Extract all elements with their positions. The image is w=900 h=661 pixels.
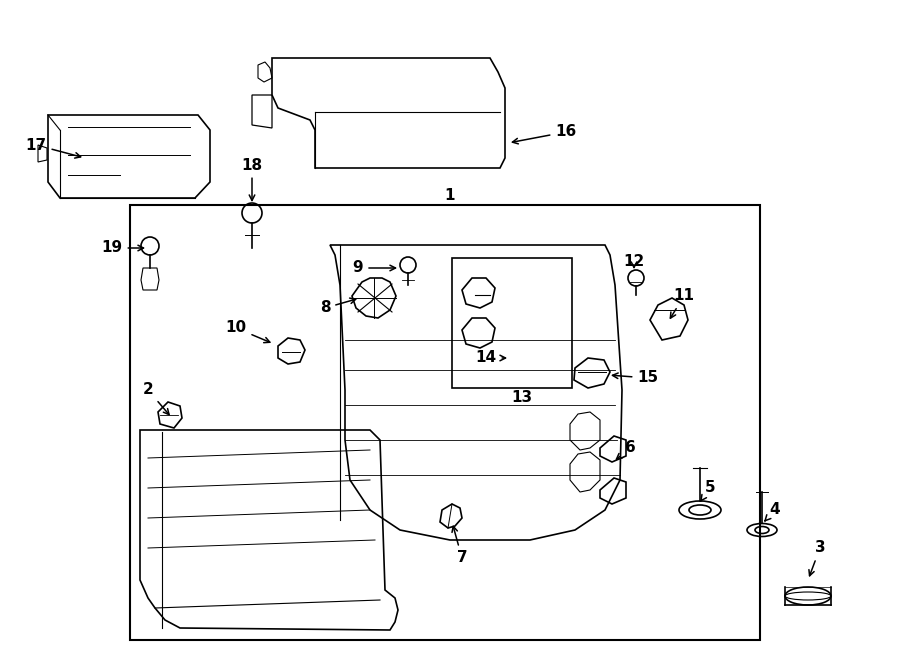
Text: 16: 16 <box>512 124 577 144</box>
Text: 14: 14 <box>475 350 506 366</box>
Text: 6: 6 <box>616 440 635 459</box>
Text: 12: 12 <box>624 254 644 270</box>
Text: 13: 13 <box>511 391 533 405</box>
Text: 7: 7 <box>452 526 467 566</box>
Text: 8: 8 <box>320 298 356 315</box>
Text: 10: 10 <box>225 321 270 342</box>
Text: 4: 4 <box>765 502 780 521</box>
Text: 1: 1 <box>445 188 455 202</box>
Text: 19: 19 <box>102 241 143 256</box>
Text: 11: 11 <box>670 288 695 318</box>
Text: 3: 3 <box>809 541 825 576</box>
Text: 15: 15 <box>613 371 659 385</box>
Text: 2: 2 <box>142 383 169 414</box>
Text: 9: 9 <box>353 260 395 276</box>
Text: 17: 17 <box>25 137 81 158</box>
Text: 5: 5 <box>701 481 716 501</box>
Text: 18: 18 <box>241 157 263 200</box>
